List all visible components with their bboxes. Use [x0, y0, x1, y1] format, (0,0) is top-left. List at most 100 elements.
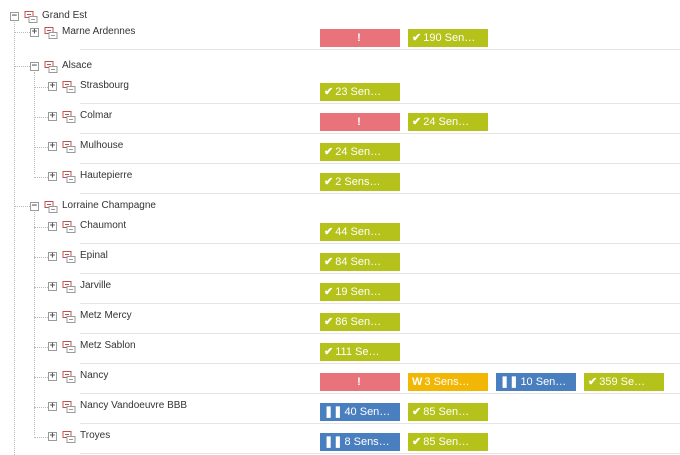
device-group-icon [62, 250, 76, 263]
device-group-icon [62, 140, 76, 153]
node-label[interactable]: Lorraine Champagne [62, 200, 156, 211]
expand-toggle-icon[interactable]: − [30, 61, 39, 71]
pause-icon: ❚❚ [500, 376, 519, 388]
tree-line [34, 377, 48, 378]
status-badge-green[interactable]: ✔ 19 Sen… [320, 283, 400, 301]
status-badge-green[interactable]: ✔ 85 Sen… [408, 433, 488, 451]
node-label[interactable]: Metz Sablon [80, 340, 136, 351]
row-separator [80, 393, 680, 394]
node-label[interactable]: Chaumont [80, 220, 127, 231]
check-icon: ✔ [588, 376, 598, 388]
node-label[interactable]: Colmar [80, 110, 113, 121]
expand-toggle-icon[interactable]: + [48, 281, 57, 291]
check-icon: ✔ [324, 86, 334, 98]
tree-line [34, 347, 48, 348]
badge-count-label: 40 Sen… [344, 406, 391, 418]
status-badge-green[interactable]: ✔ 359 Se… [584, 373, 664, 391]
status-badge-blue[interactable]: ❚❚ 10 Sen… [496, 373, 576, 391]
node-label[interactable]: Mulhouse [80, 140, 124, 151]
row-separator [80, 453, 680, 454]
tree-line [34, 437, 48, 438]
status-badge-green[interactable]: ✔ 190 Sen… [408, 29, 488, 47]
tree-line-lorraine [34, 212, 35, 435]
device-group-icon [62, 400, 76, 413]
device-group-icon [62, 170, 76, 183]
expand-toggle-icon[interactable]: + [48, 111, 57, 121]
device-group-icon [62, 340, 76, 353]
badge-count-label: 2 Sens… [335, 176, 381, 188]
expand-toggle-icon[interactable]: − [30, 201, 39, 211]
row-separator [80, 303, 680, 304]
expand-toggle-icon[interactable]: + [48, 311, 57, 321]
tree-line [14, 206, 30, 207]
node-label[interactable]: Grand Est [42, 10, 88, 21]
device-group-icon [62, 310, 76, 323]
status-badge-green[interactable]: ✔ 2 Sens… [320, 173, 400, 191]
expand-toggle-icon[interactable]: + [48, 251, 57, 261]
expand-toggle-icon[interactable]: + [48, 171, 57, 181]
check-icon: ✔ [324, 226, 334, 238]
status-badge-blue[interactable]: ❚❚ 8 Sens… [320, 433, 400, 451]
badge-count-label: 24 Sen… [335, 146, 382, 158]
status-badge-green[interactable]: ✔ 23 Sen… [320, 83, 400, 101]
expand-toggle-icon[interactable]: − [10, 11, 19, 21]
badge-count-label: 44 Sen… [335, 226, 382, 238]
check-icon: ✔ [412, 436, 422, 448]
badge-count-label: 3 Sens… [424, 376, 470, 388]
tree-line-root [14, 22, 15, 455]
status-badge-green[interactable]: ✔ 86 Sen… [320, 313, 400, 331]
row-separator [80, 423, 680, 424]
expand-toggle-icon[interactable]: + [48, 221, 57, 231]
status-badge-green[interactable]: ✔ 24 Sen… [408, 113, 488, 131]
expand-toggle-icon[interactable]: + [48, 371, 57, 381]
status-badge-green[interactable]: ✔ 84 Sen… [320, 253, 400, 271]
status-badge-green[interactable]: ✔ 44 Sen… [320, 223, 400, 241]
tree-line [34, 317, 48, 318]
tree-line [34, 407, 48, 408]
device-group-icon [62, 370, 76, 383]
node-label[interactable]: Nancy Vandoeuvre BBB [80, 400, 188, 411]
check-icon: ✔ [324, 176, 334, 188]
status-badge-green[interactable]: ✔ 111 Se… [320, 343, 400, 361]
expand-toggle-icon[interactable]: + [48, 401, 57, 411]
node-label[interactable]: Troyes [80, 430, 111, 441]
tree-line [34, 227, 48, 228]
node-label[interactable]: Epinal [80, 250, 108, 261]
badge-count-label: 190 Sen… [423, 32, 476, 44]
status-badge-red[interactable]: ! [320, 29, 400, 47]
row-separator [80, 243, 680, 244]
status-badge-red[interactable]: ! [320, 373, 400, 391]
tree-line [34, 117, 48, 118]
node-label[interactable]: Metz Mercy [80, 310, 132, 321]
device-group-icon [44, 26, 58, 39]
row-separator [80, 273, 680, 274]
check-icon: ✔ [412, 406, 422, 418]
node-label[interactable]: Nancy [80, 370, 109, 381]
expand-toggle-icon[interactable]: + [48, 341, 57, 351]
row-separator [80, 133, 680, 134]
check-icon: ✔ [412, 116, 422, 128]
node-label[interactable]: Marne Ardennes [62, 26, 136, 37]
tree-line [34, 147, 48, 148]
expand-toggle-icon[interactable]: + [30, 27, 39, 37]
status-badge-green[interactable]: ✔ 24 Sen… [320, 143, 400, 161]
status-badge-green[interactable]: ✔ 85 Sen… [408, 403, 488, 421]
node-label[interactable]: Strasbourg [80, 80, 129, 91]
status-badge-red[interactable]: ! [320, 113, 400, 131]
status-badge-blue[interactable]: ❚❚ 40 Sen… [320, 403, 400, 421]
device-group-icon [24, 10, 38, 23]
tree-line [34, 287, 48, 288]
badge-count-label: 8 Sens… [344, 436, 390, 448]
node-label[interactable]: Hautepierre [80, 170, 133, 181]
badge-count-label: 19 Sen… [335, 286, 382, 298]
tree-line-alsace [34, 72, 35, 174]
exclamation-icon: ! [357, 32, 361, 44]
expand-toggle-icon[interactable]: + [48, 431, 57, 441]
exclamation-icon: ! [357, 376, 361, 388]
tree-line [14, 32, 30, 33]
node-label[interactable]: Alsace [62, 60, 93, 71]
expand-toggle-icon[interactable]: + [48, 141, 57, 151]
node-label[interactable]: Jarville [80, 280, 112, 291]
expand-toggle-icon[interactable]: + [48, 81, 57, 91]
